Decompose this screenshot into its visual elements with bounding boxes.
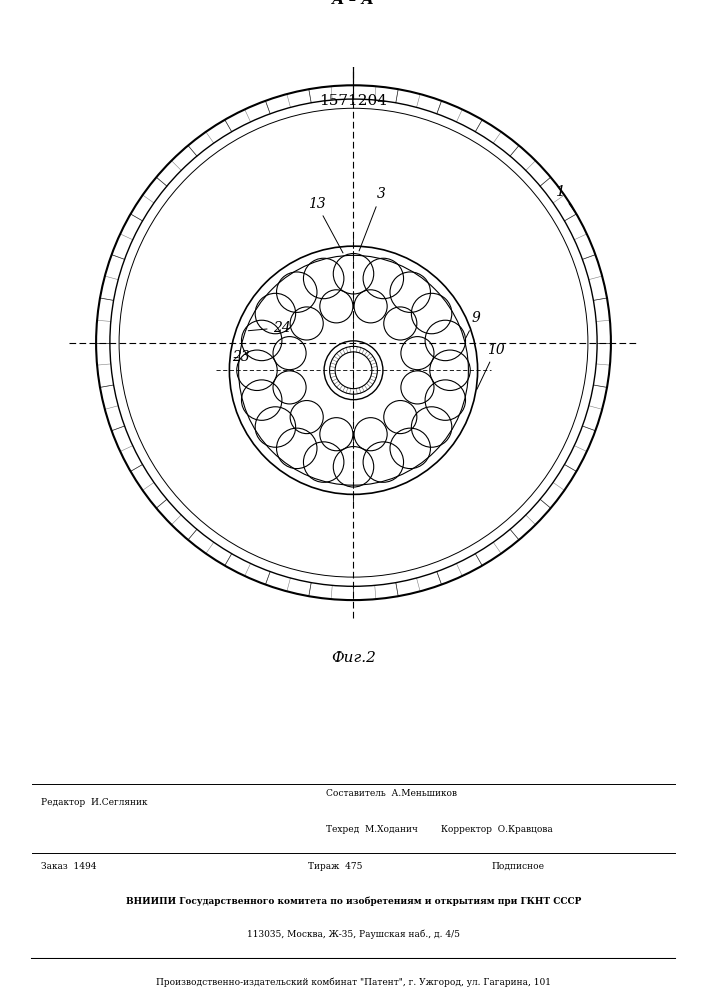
Text: Фиг.2: Фиг.2 <box>331 651 376 665</box>
Text: 1571204: 1571204 <box>320 94 387 108</box>
Text: Составитель  А.Меньшиков: Составитель А.Меньшиков <box>326 789 457 798</box>
Circle shape <box>335 352 372 389</box>
Text: Заказ  1494: Заказ 1494 <box>41 862 96 871</box>
Text: 1: 1 <box>556 185 575 212</box>
Text: А – А: А – А <box>332 0 375 7</box>
Text: 113035, Москва, Ж-35, Раушская наб., д. 4/5: 113035, Москва, Ж-35, Раушская наб., д. … <box>247 929 460 939</box>
Text: 23: 23 <box>232 350 250 364</box>
Text: Редактор  И.Сегляник: Редактор И.Сегляник <box>41 798 148 807</box>
Text: 10: 10 <box>477 343 505 389</box>
Text: ВНИИПИ Государственного комитета по изобретениям и открытиям при ГКНТ СССР: ВНИИПИ Государственного комитета по изоб… <box>126 896 581 906</box>
Text: Тираж  475: Тираж 475 <box>308 862 362 871</box>
Text: Техред  М.Ходанич        Корректор  О.Кравцова: Техред М.Ходанич Корректор О.Кравцова <box>326 825 553 834</box>
Text: Производственно-издательский комбинат "Патент", г. Ужгород, ул. Гагарина, 101: Производственно-издательский комбинат "П… <box>156 977 551 987</box>
Text: 13: 13 <box>308 197 343 253</box>
Text: 9: 9 <box>466 311 480 338</box>
Text: 24: 24 <box>248 321 291 335</box>
Text: 3: 3 <box>359 187 385 251</box>
Text: Подписное: Подписное <box>491 862 544 871</box>
